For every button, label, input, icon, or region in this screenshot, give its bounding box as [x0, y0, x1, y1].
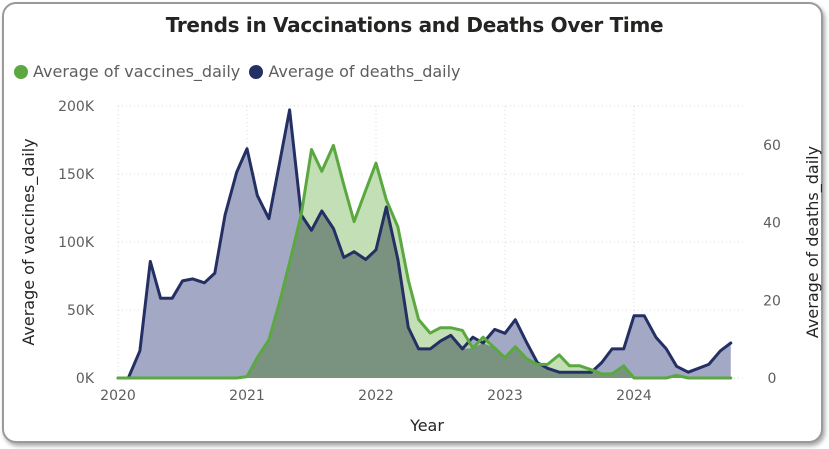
legend-dot-vaccines: [14, 64, 28, 79]
y-left-tick-label: 0K: [76, 371, 95, 387]
y-left-tick-label: 150K: [58, 167, 95, 183]
legend-label-deaths: Average of deaths_daily: [268, 62, 461, 81]
line-deaths: [116, 108, 733, 380]
legend-label-vaccines: Average of vaccines_daily: [33, 62, 241, 81]
y-left-tick-label: 200K: [58, 99, 95, 115]
x-tick-label: 2024: [616, 388, 652, 404]
chart-title: Trends in Vaccinations and Deaths Over T…: [165, 13, 664, 37]
y-right-tick-label: 40: [763, 216, 781, 232]
area-vaccines: [118, 145, 731, 378]
legend-item-deaths[interactable]: Average of deaths_daily: [249, 62, 461, 81]
axis-ticks: 0K 50K 100K 150K 200K 2020 2021 2022 2023 2024 0 20…: [58, 99, 781, 404]
y-left-tick-label: 100K: [58, 235, 95, 251]
series-lines: [116, 108, 733, 380]
y-axis-left-title: Average of vaccines_daily: [19, 138, 39, 345]
x-axis-title: Year: [409, 416, 444, 435]
x-tick-label: 2022: [358, 388, 394, 404]
y-right-tick-label: 0: [768, 371, 777, 387]
series-areas: [118, 109, 731, 379]
y-left-tick-label: 50K: [67, 303, 95, 319]
y-right-tick-label: 20: [763, 293, 781, 309]
line-vaccines: [116, 143, 733, 380]
legend: Average of vaccines_daily Average of dea…: [14, 62, 465, 83]
legend-item-vaccines[interactable]: Average of vaccines_daily: [14, 62, 240, 81]
x-tick-label: 2020: [100, 388, 136, 404]
y-axis-right-title: Average of deaths_daily: [803, 146, 823, 338]
x-tick-label: 2021: [229, 388, 265, 404]
area-deaths: [118, 109, 731, 379]
y-right-tick-label: 60: [763, 138, 781, 154]
legend-dot-deaths: [249, 64, 264, 79]
x-tick-label: 2023: [487, 388, 523, 404]
